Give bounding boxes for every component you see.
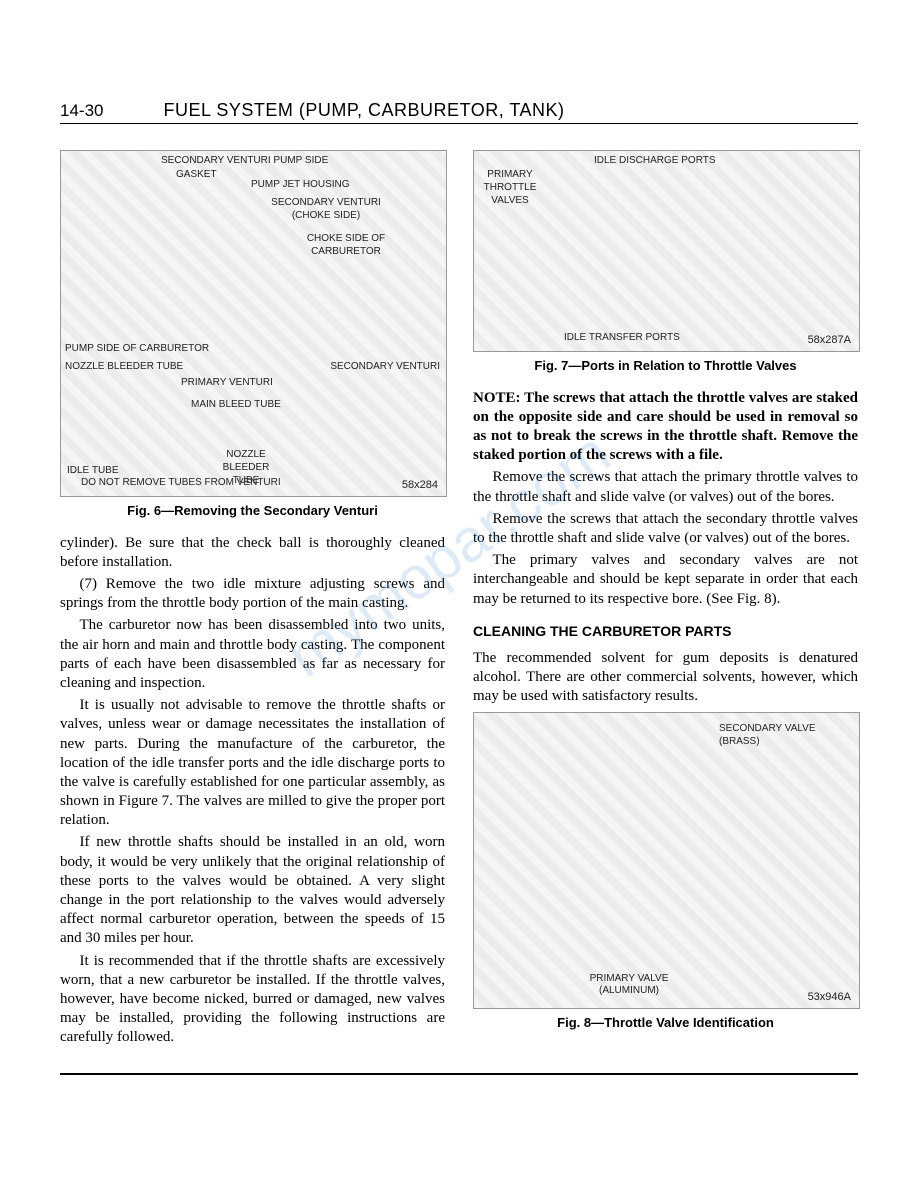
figure-6-ref: 58x284	[402, 478, 438, 492]
body-text: cylinder). Be sure that the check ball i…	[60, 534, 445, 572]
fig6-label: IDLE TUBE	[67, 465, 119, 478]
body-text: Remove the screws that attach the primar…	[473, 468, 858, 506]
body-text: The carburetor now has been disassembled…	[60, 616, 445, 693]
figure-6-caption: Fig. 6—Removing the Secondary Venturi	[60, 503, 445, 520]
fig6-label: SECONDARY VENTURI	[330, 361, 440, 374]
page: 14-30 FUEL SYSTEM (PUMP, CARBURETOR, TAN…	[0, 0, 918, 1123]
fig7-label: PRIMARY THROTTLE VALVES	[480, 169, 540, 207]
footer-rule	[60, 1073, 858, 1075]
body-text: The primary valves and secondary valves …	[473, 551, 858, 609]
body-text: Remove the screws that attach the second…	[473, 510, 858, 548]
body-text: It is usually not advisable to remove th…	[60, 696, 445, 830]
fig8-label: PRIMARY VALVE (ALUMINUM)	[574, 973, 684, 999]
figure-8-ref: 53x946A	[808, 990, 851, 1004]
page-header: 14-30 FUEL SYSTEM (PUMP, CARBURETOR, TAN…	[60, 100, 858, 124]
figure-8-image: SECONDARY VALVE (BRASS) PRIMARY VALVE (A…	[473, 712, 860, 1009]
fig6-label: SECONDARY VENTURI (CHOKE SIDE)	[261, 197, 391, 223]
figure-7-ref: 58x287A	[808, 333, 851, 347]
fig7-label: IDLE DISCHARGE PORTS	[594, 155, 716, 168]
body-text: (7) Remove the two idle mixture adjustin…	[60, 575, 445, 613]
fig6-label: PRIMARY VENTURI	[181, 377, 273, 390]
figure-7-labels: IDLE DISCHARGE PORTS PRIMARY THROTTLE VA…	[474, 151, 859, 351]
figure-7-caption: Fig. 7—Ports in Relation to Throttle Val…	[473, 358, 858, 375]
fig6-label: GASKET	[176, 169, 217, 182]
body-text: The recommended solvent for gum deposits…	[473, 649, 858, 707]
body-text: If new throttle shafts should be install…	[60, 833, 445, 948]
figure-6-image: SECONDARY VENTURI PUMP SIDE GASKET PUMP …	[60, 150, 447, 497]
section-heading: CLEANING THE CARBURETOR PARTS	[473, 623, 858, 641]
fig6-label: PUMP SIDE OF CARBURETOR	[65, 343, 209, 356]
figure-7-image: IDLE DISCHARGE PORTS PRIMARY THROTTLE VA…	[473, 150, 860, 352]
figure-7: IDLE DISCHARGE PORTS PRIMARY THROTTLE VA…	[473, 150, 858, 375]
figure-6: SECONDARY VENTURI PUMP SIDE GASKET PUMP …	[60, 150, 445, 520]
page-number: 14-30	[60, 101, 103, 121]
figure-6-labels: SECONDARY VENTURI PUMP SIDE GASKET PUMP …	[61, 151, 446, 496]
body-text: It is recommended that if the throttle s…	[60, 952, 445, 1048]
figure-8-labels: SECONDARY VALVE (BRASS) PRIMARY VALVE (A…	[474, 713, 859, 1008]
fig6-label: DO NOT REMOVE TUBES FROM VENTURI	[81, 477, 281, 490]
two-column-layout: SECONDARY VENTURI PUMP SIDE GASKET PUMP …	[60, 144, 858, 1051]
fig6-label: NOZZLE BLEEDER TUBE	[65, 361, 183, 374]
fig6-label: CHOKE SIDE OF CARBURETOR	[291, 233, 401, 259]
fig6-label: PUMP JET HOUSING	[251, 179, 350, 192]
fig6-label: MAIN BLEED TUBE	[191, 399, 281, 412]
body-text: NOTE: The screws that attach the throttl…	[473, 389, 858, 466]
figure-8: SECONDARY VALVE (BRASS) PRIMARY VALVE (A…	[473, 712, 858, 1032]
fig7-label: IDLE TRANSFER PORTS	[564, 332, 680, 345]
fig6-label: SECONDARY VENTURI PUMP SIDE	[161, 155, 328, 168]
right-column: IDLE DISCHARGE PORTS PRIMARY THROTTLE VA…	[473, 144, 858, 1051]
fig8-label: SECONDARY VALVE (BRASS)	[719, 723, 839, 749]
left-column: SECONDARY VENTURI PUMP SIDE GASKET PUMP …	[60, 144, 445, 1051]
figure-8-caption: Fig. 8—Throttle Valve Identification	[473, 1015, 858, 1032]
header-title: FUEL SYSTEM (PUMP, CARBURETOR, TANK)	[163, 100, 564, 121]
